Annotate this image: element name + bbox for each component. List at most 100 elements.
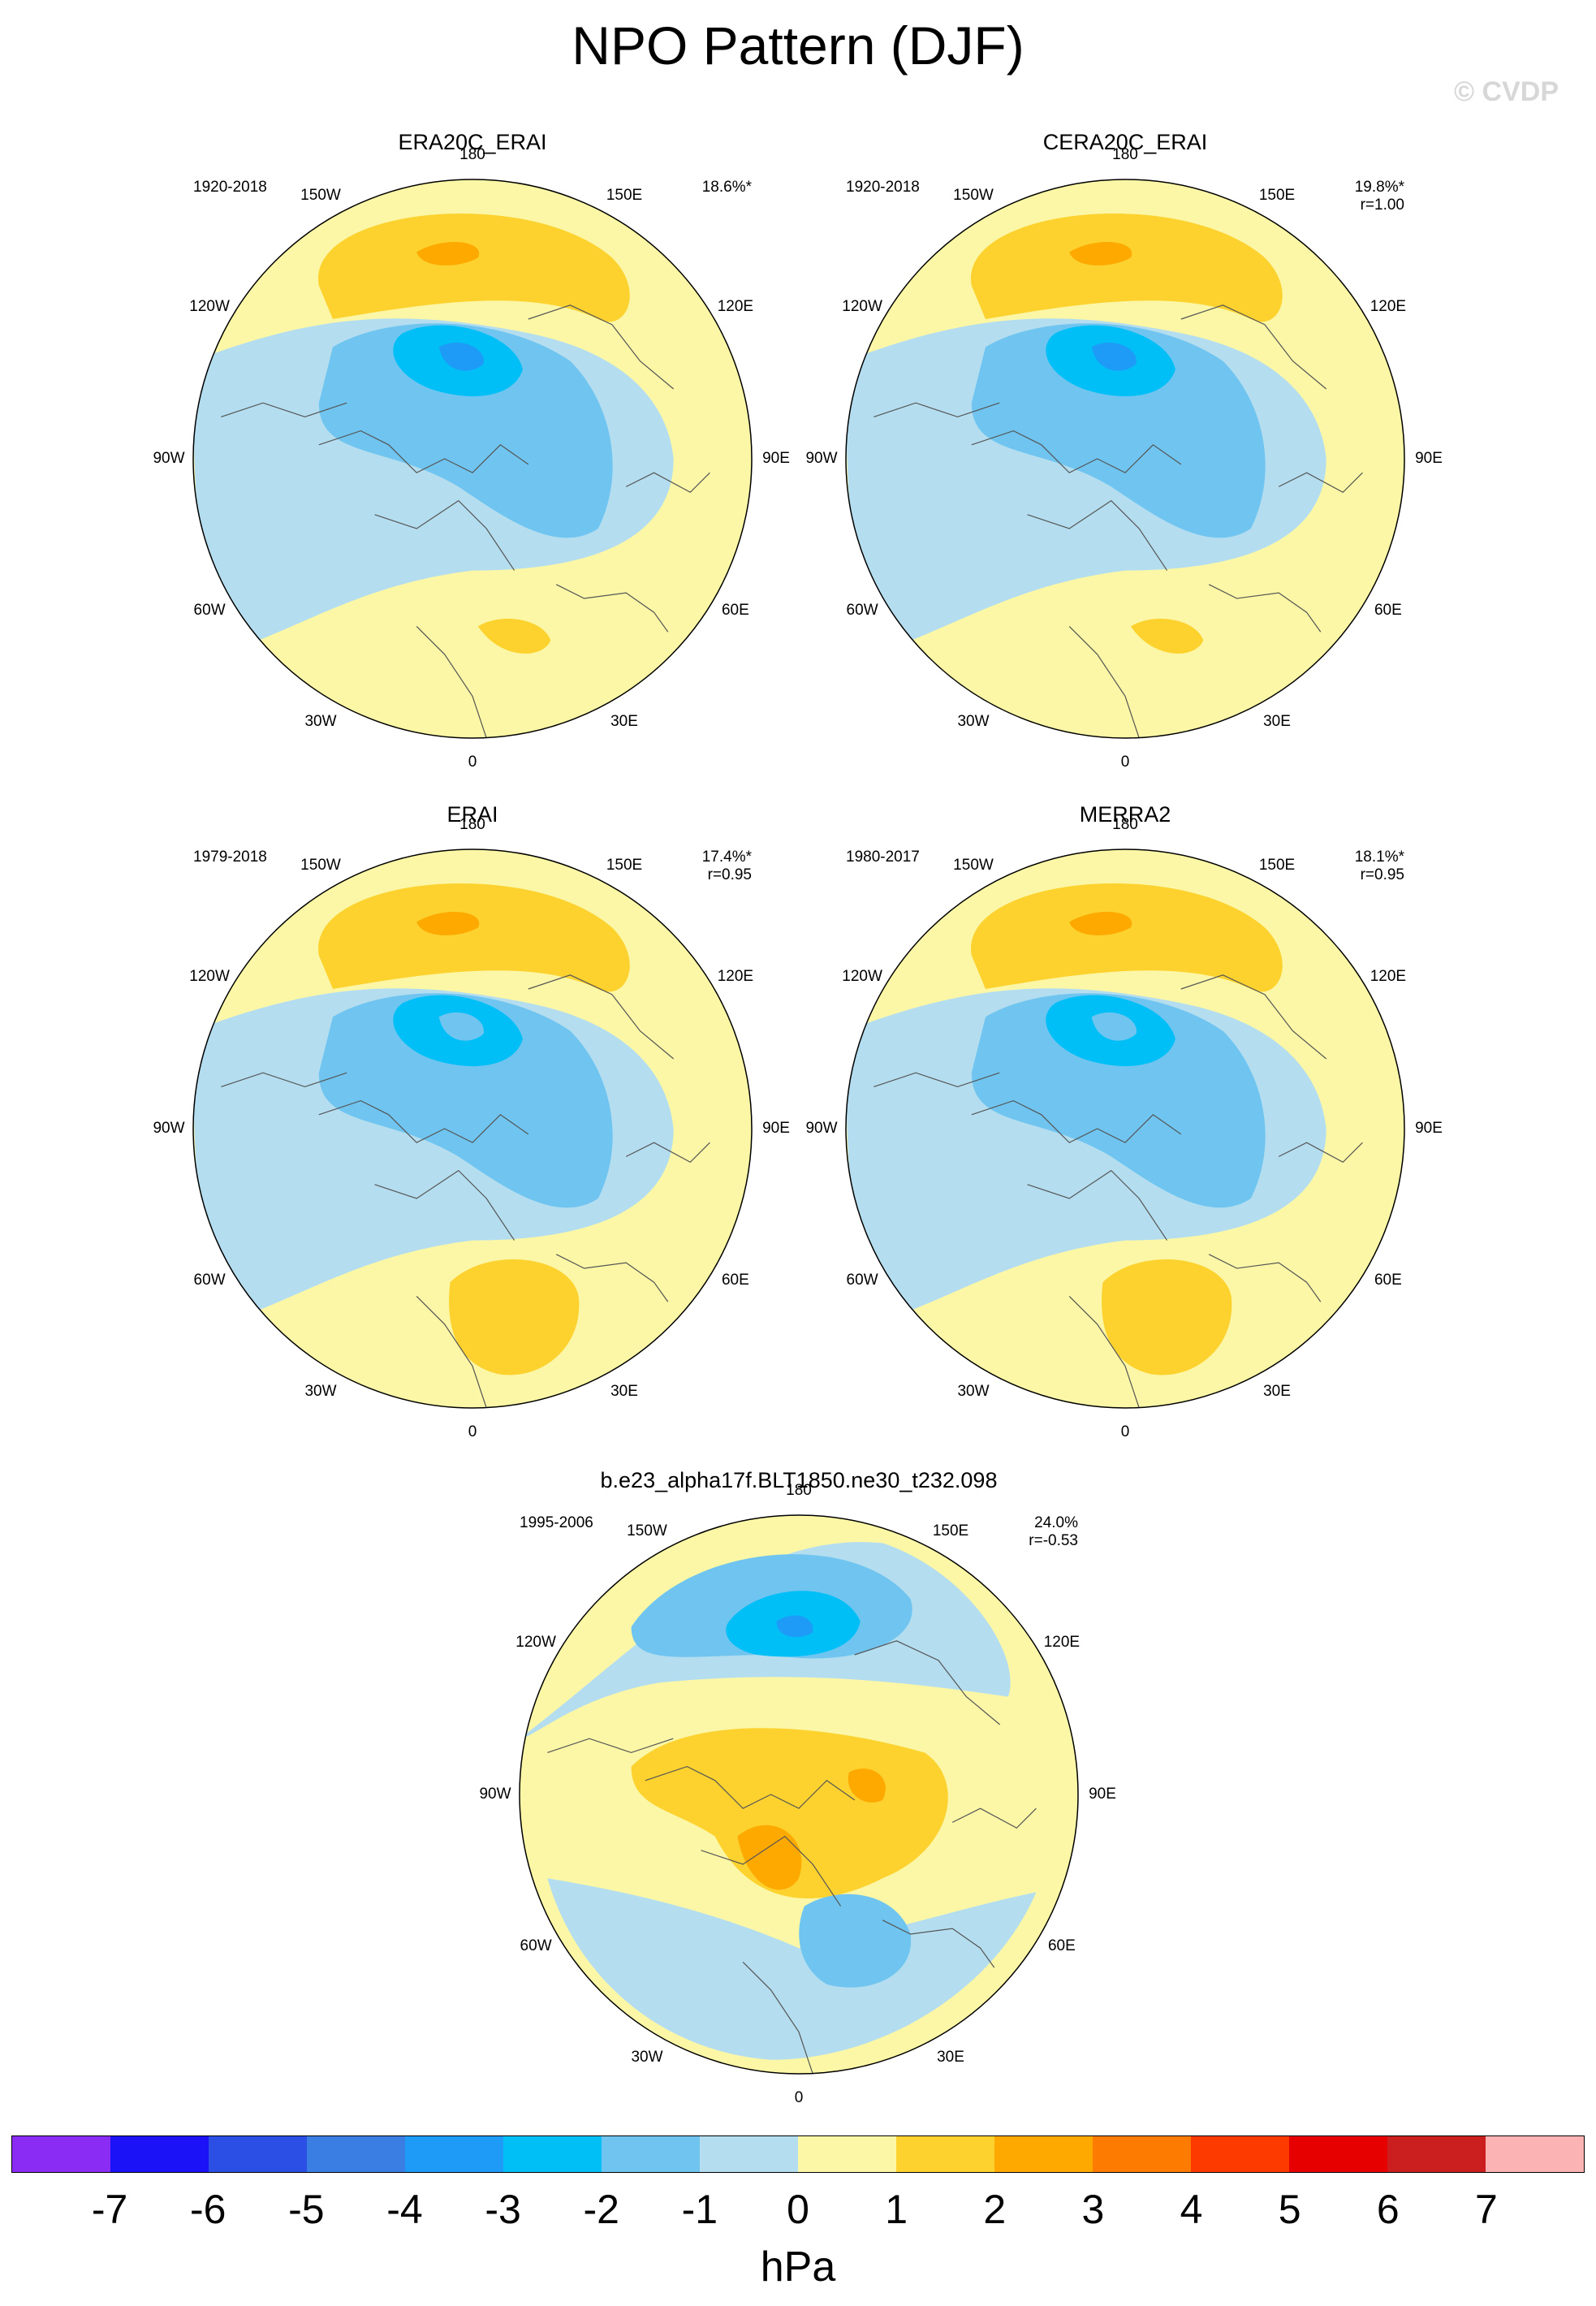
coastline (1180, 304, 1327, 390)
coastline (882, 1920, 995, 1968)
longitude-label: 180 (459, 146, 485, 163)
longitude-label: 0 (468, 1423, 477, 1440)
map-border (192, 849, 753, 1409)
coastline (854, 1640, 1001, 1725)
coastline (318, 1099, 529, 1143)
longitude-label: 180 (459, 816, 485, 833)
colorbar-swatch (994, 2136, 1093, 2172)
colorbar (11, 2135, 1585, 2173)
explained-variance: 18.1%* (1354, 849, 1404, 866)
anomaly-contour (971, 993, 1266, 1208)
anomaly-contour (318, 213, 630, 322)
anomaly-contour (631, 1728, 948, 1899)
longitude-label: 60W (846, 602, 878, 619)
colorbar-tick-label: 5 (1278, 2187, 1301, 2232)
anomaly-contour (846, 988, 1326, 1324)
anomaly-contour (846, 318, 1326, 654)
anomaly-contour (799, 1894, 912, 1988)
longitude-label: 120W (515, 1634, 556, 1651)
longitude-label: 90W (153, 1120, 185, 1137)
longitude-label: 60E (721, 602, 749, 619)
colorbar-swatch (1387, 2136, 1486, 2172)
panel-title: ERA20C_ERAI (398, 130, 547, 154)
longitude-label: 180 (786, 1482, 812, 1499)
colorbar-swatch (12, 2136, 110, 2172)
coastline (555, 584, 669, 633)
colorbar-tick-label: -1 (681, 2187, 718, 2232)
longitude-label: 30E (937, 2048, 964, 2066)
coastline (625, 472, 710, 494)
coastline (416, 1295, 487, 1408)
anomaly-contour (542, 1134, 600, 1195)
anomaly-contour (631, 1554, 912, 1659)
anomaly-contour (416, 241, 480, 266)
panel-stats: 18.1%* r=0.95 (1323, 849, 1404, 884)
explained-variance: 24.0% (1034, 1514, 1078, 1531)
coastline (873, 402, 1000, 418)
longitude-label: 90E (1415, 450, 1443, 467)
longitude-label: 90W (153, 450, 185, 467)
longitude-label: 120E (1370, 968, 1407, 985)
colorbar-swatch (110, 2136, 209, 2172)
anomaly-contour (318, 993, 613, 1208)
coastline (873, 1072, 1000, 1088)
coastline (416, 625, 487, 738)
coastline (221, 402, 347, 418)
longitude-label: 60W (193, 1272, 226, 1289)
anomaly-contour (438, 342, 484, 371)
colorbar-swatch (798, 2136, 896, 2172)
panel-stats: 24.0% r=-0.53 (997, 1514, 1078, 1550)
map-border (519, 1514, 1079, 2075)
anomaly-contour (971, 323, 1266, 538)
panel-years: 1920-2018 (846, 179, 920, 196)
anomaly-contour (438, 1012, 484, 1041)
panel-stats: 18.6%* (671, 179, 752, 196)
anomaly-contour (726, 1591, 861, 1657)
colorbar-swatch (405, 2136, 503, 2172)
panel-title: ERAI (446, 802, 498, 827)
anomaly-contour (520, 1542, 1011, 1739)
colorbar-swatch (602, 2136, 700, 2172)
longitude-label: 90W (805, 1120, 838, 1137)
anomaly-contour (1091, 1012, 1137, 1041)
coastline (374, 1169, 515, 1241)
coastline (1278, 1142, 1363, 1164)
pattern-correlation: r=1.00 (1360, 196, 1404, 214)
longitude-label: 120W (842, 968, 882, 985)
longitude-label: 60E (721, 1272, 749, 1289)
anomaly-contour (1046, 325, 1175, 397)
longitude-label: 150E (932, 1522, 969, 1540)
panel-stats: 19.8%* r=1.00 (1323, 179, 1404, 214)
coastline (528, 304, 675, 390)
coastline (1278, 472, 1363, 494)
anomaly-contour (1069, 911, 1132, 935)
longitude-label: 120E (1043, 1634, 1081, 1651)
longitude-label: 0 (1120, 1423, 1130, 1440)
colorbar-unit: hPa (760, 2243, 836, 2291)
anomaly-contour (971, 883, 1283, 992)
longitude-label: 150W (300, 857, 341, 874)
panel-title: MERRA2 (1079, 802, 1171, 827)
colorbar-swatch (896, 2136, 994, 2172)
panel-years: 1979-2018 (193, 849, 267, 866)
coastline (221, 1072, 347, 1088)
longitude-label: 150W (627, 1522, 667, 1540)
anomaly-contour (776, 1615, 813, 1638)
longitude-label: 60E (1374, 1272, 1402, 1289)
anomaly-contour (1091, 342, 1137, 371)
colorbar-tick-label: 6 (1376, 2187, 1400, 2232)
explained-variance: 19.8%* (1354, 179, 1404, 196)
coastline (645, 1765, 856, 1809)
colorbar-tick-label: 3 (1081, 2187, 1105, 2232)
longitude-label: 0 (794, 2089, 804, 2106)
coastline (1208, 1254, 1322, 1302)
longitude-label: 60E (1047, 1937, 1076, 1954)
coastline (1208, 584, 1322, 633)
anomaly-contour (1195, 1134, 1253, 1195)
colorbar-swatch (1486, 2136, 1584, 2172)
longitude-label: 120W (189, 968, 230, 985)
